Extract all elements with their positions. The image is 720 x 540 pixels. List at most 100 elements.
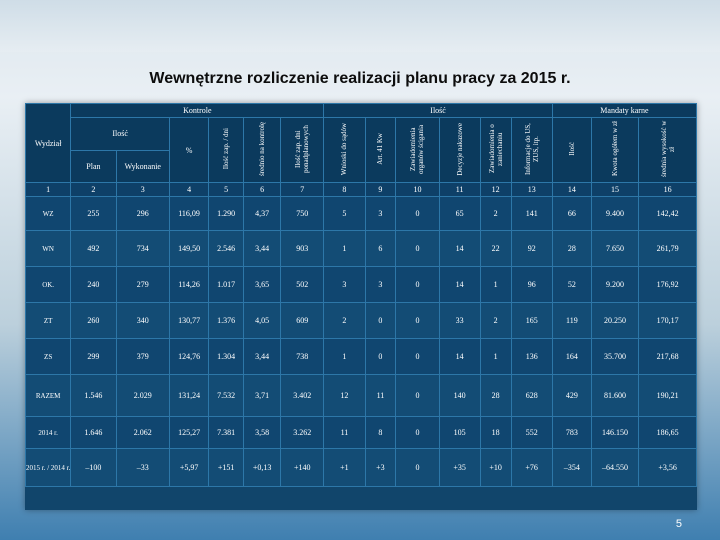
table-cell: 18 [479, 416, 512, 449]
column-index: 4 [169, 182, 210, 197]
header-zaniechanie: Zawiadomienia o zaniechaniu [479, 117, 512, 183]
table-row: OK. 240 279 114,26 1.017 3,65 502 3 3 0 14 1 96 52 9.2… [24, 266, 697, 303]
table-cell: 14 [438, 338, 481, 375]
table-cell: 1.017 [208, 266, 245, 303]
table-cell: 96 [510, 266, 553, 303]
table-cell: 119 [551, 302, 592, 339]
table-cell: 2.029 [115, 374, 171, 417]
table-cell: 0 [364, 338, 397, 375]
table-cell: 12 [323, 374, 366, 417]
table-cell: 429 [551, 374, 592, 417]
column-index: 7 [280, 182, 325, 197]
table-cell: 146.150 [590, 416, 640, 449]
table-cell: 1.546 [70, 374, 117, 417]
table-cell: 165 [510, 302, 553, 339]
row-label: RAZEM [24, 374, 72, 417]
table-cell: 186,65 [638, 416, 697, 449]
table-cell: 783 [551, 416, 592, 449]
table-cell: 0 [395, 416, 440, 449]
table-cell: 28 [479, 374, 512, 417]
table-cell: 552 [510, 416, 553, 449]
table-cell: 3 [323, 266, 366, 303]
table-cell: 299 [70, 338, 117, 375]
table-cell: 124,76 [169, 338, 210, 375]
table-row: WN 492 734 149,50 2.546 3,44 903 1 6 0 14 22 92 28 7.6… [24, 230, 697, 267]
table-cell: 0 [395, 338, 440, 375]
table-cell: 92 [510, 230, 553, 267]
table-row: 2014 r. 1.646 2.062 125,27 7.381 3,58 3.262 11 8… [24, 416, 697, 449]
row-label: WN [24, 230, 72, 267]
table-cell: 0 [395, 448, 440, 487]
table-cell: 296 [115, 196, 171, 231]
table-cell: 3 [364, 196, 397, 231]
table-cell: 3,71 [243, 374, 282, 417]
table-cell: 52 [551, 266, 592, 303]
table-cell: 9.200 [590, 266, 640, 303]
table-cell: +76 [510, 448, 553, 487]
table-cell: +5,97 [169, 448, 210, 487]
column-index: 5 [208, 182, 245, 197]
table-cell: 1 [323, 230, 366, 267]
table-cell: 142,42 [638, 196, 697, 231]
header-ilosc-zap-dni: Ilość zap. / dni [208, 117, 245, 183]
table-cell: 66 [551, 196, 592, 231]
header-kwota: Kwota ogółem w zł [590, 117, 640, 183]
header-wydzial: Wydział [24, 103, 72, 183]
table-cell: 176,92 [638, 266, 697, 303]
column-index: 12 [479, 182, 512, 197]
table-cell: +140 [280, 448, 325, 487]
table-cell: 609 [280, 302, 325, 339]
column-index: 16 [638, 182, 697, 197]
table-cell: 7.650 [590, 230, 640, 267]
table-cell: +1 [323, 448, 366, 487]
header-zawiadomienia: Zawiadomienia organów ścigania [395, 117, 440, 183]
header-mandaty-ilosc: Ilość [551, 117, 592, 183]
table-cell: 20.250 [590, 302, 640, 339]
column-index-row: 1 2 3 4 5 6 7 8 9 10 11 12 13 14 15 16 [24, 182, 697, 197]
row-label: 2015 r. / 2014 r. [24, 448, 72, 487]
table-cell: +0,13 [243, 448, 282, 487]
column-index: 3 [115, 182, 171, 197]
table-cell: 11 [364, 374, 397, 417]
table-cell: 81.600 [590, 374, 640, 417]
table-cell: 1 [479, 338, 512, 375]
table-cell: 1 [479, 266, 512, 303]
slide-title: Wewnętrzne rozliczenie realizacji planu … [149, 70, 571, 87]
column-index: 13 [510, 182, 553, 197]
table-cell: 502 [280, 266, 325, 303]
top-band [0, 0, 720, 52]
table-cell: 33 [438, 302, 481, 339]
column-index: 9 [364, 182, 397, 197]
table-cell: 279 [115, 266, 171, 303]
column-index: 10 [395, 182, 440, 197]
table-cell: 7.532 [208, 374, 245, 417]
table-cell: +10 [479, 448, 512, 487]
header-kontrole: Kontrole [70, 103, 325, 118]
table-cell: –64.550 [590, 448, 640, 487]
table-cell: 105 [438, 416, 481, 449]
table-cell: –100 [70, 448, 117, 487]
table-cell: 734 [115, 230, 171, 267]
header-plan: Plan [70, 149, 117, 183]
header-pct: % [169, 117, 210, 183]
table-cell: 14 [438, 230, 481, 267]
table-cell: +3 [364, 448, 397, 487]
table-cell: 4,37 [243, 196, 282, 231]
table-cell: 35.700 [590, 338, 640, 375]
header-srednia: średnia wysokość w zł [638, 117, 697, 183]
table-cell: 2 [323, 302, 366, 339]
table-cell: –354 [551, 448, 592, 487]
table-cell: 125,27 [169, 416, 210, 449]
table-cell: 8 [364, 416, 397, 449]
column-index: 1 [24, 182, 72, 197]
table-cell: 6 [364, 230, 397, 267]
table-cell: 255 [70, 196, 117, 231]
table-row: RAZEM 1.546 2.029 131,24 7.532 3,71 3.402 12 11 0… [24, 374, 697, 417]
table-cell: +151 [208, 448, 245, 487]
table-cell: 628 [510, 374, 553, 417]
table-cell: 0 [395, 230, 440, 267]
table-cell: 3.262 [280, 416, 325, 449]
table-cell: 4,05 [243, 302, 282, 339]
table-cell: 65 [438, 196, 481, 231]
table-cell: 190,21 [638, 374, 697, 417]
